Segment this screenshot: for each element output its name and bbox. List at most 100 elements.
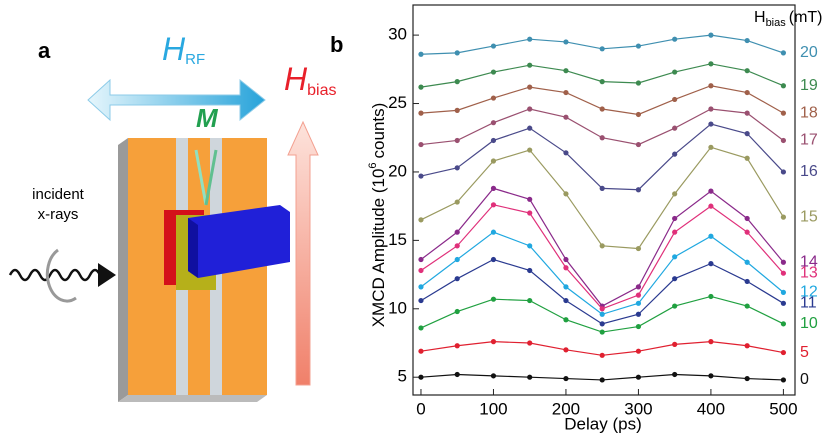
m-vector	[204, 149, 218, 206]
panel-label: b	[330, 32, 343, 57]
x-tick-label: 500	[769, 399, 797, 418]
data-point	[744, 68, 750, 74]
data-point	[708, 61, 714, 67]
data-point	[490, 120, 497, 126]
data-point	[708, 293, 714, 300]
polarization-arrow	[45, 248, 77, 303]
data-point	[672, 303, 678, 309]
legend-label: 17	[800, 132, 818, 149]
data-point	[599, 79, 605, 85]
data-point	[599, 352, 605, 358]
data-point	[454, 243, 460, 249]
diagram: a HRF M Hbias incident x-rays	[8, 31, 336, 402]
data-point	[599, 106, 605, 112]
legend-label: 11	[800, 295, 817, 312]
data-point	[672, 215, 678, 222]
data-point	[635, 80, 642, 86]
data-point	[635, 292, 642, 298]
data-point	[418, 267, 424, 274]
data-point	[418, 325, 424, 331]
data-point	[744, 110, 750, 116]
data-point	[527, 267, 533, 274]
data-point	[490, 229, 497, 235]
data-point	[780, 110, 787, 116]
data-point	[780, 83, 787, 89]
data-point	[527, 243, 533, 249]
x-tick-label: 300	[624, 399, 652, 418]
xray-arrowhead	[98, 263, 116, 287]
data-point	[635, 323, 642, 330]
data-point	[599, 329, 605, 335]
panel-label: a	[38, 38, 51, 63]
data-point	[563, 256, 569, 263]
data-point	[527, 297, 533, 304]
data-point	[527, 340, 533, 346]
data-point	[708, 233, 714, 239]
data-point	[490, 69, 497, 75]
data-point	[780, 214, 787, 220]
y-tick-label: 25	[388, 93, 407, 112]
data-point	[527, 147, 533, 153]
data-point	[599, 321, 605, 327]
data-point	[563, 150, 569, 156]
legend-label: 16	[800, 163, 818, 180]
data-point	[672, 371, 678, 378]
data-point	[490, 373, 497, 379]
data-point	[744, 131, 750, 137]
data-point	[454, 256, 460, 263]
y-tick-label: 10	[388, 298, 407, 317]
data-point	[527, 84, 533, 90]
data-point	[418, 217, 424, 223]
x-tick-label: 0	[416, 399, 425, 418]
legend-label: 18	[800, 104, 818, 121]
data-point	[418, 256, 424, 263]
data-point	[672, 151, 678, 157]
incident-label: incident	[32, 186, 85, 203]
data-point	[454, 50, 460, 56]
series-line	[420, 123, 784, 191]
bias-arrow	[287, 120, 319, 386]
data-point	[635, 141, 642, 148]
data-point	[744, 155, 750, 161]
data-point	[708, 203, 714, 209]
legend-title: Hbias (mT)	[754, 9, 823, 29]
data-point	[635, 111, 642, 118]
rf-arrow	[87, 78, 266, 122]
data-point	[599, 306, 605, 312]
data-point	[490, 95, 497, 101]
data-point	[708, 339, 714, 345]
legend-label: 5	[800, 344, 809, 361]
data-point	[454, 199, 460, 205]
slab-bottom	[118, 395, 267, 402]
data-point	[672, 125, 678, 131]
data-point	[708, 121, 714, 127]
data-point	[454, 107, 460, 113]
data-point	[418, 141, 424, 148]
data-point	[635, 348, 642, 354]
data-point	[527, 125, 533, 131]
legend-label: 13	[800, 264, 818, 281]
layer-blue-side	[188, 218, 198, 278]
data-point	[599, 135, 605, 141]
x-tick-label: 400	[697, 399, 725, 418]
data-point	[454, 371, 460, 378]
data-point	[708, 83, 714, 89]
data-point	[708, 144, 714, 150]
legend-label: 10	[800, 315, 818, 332]
m-label: M	[196, 103, 219, 133]
data-point	[672, 69, 678, 75]
x-axis-label: Delay (ps)	[564, 414, 641, 433]
data-point	[527, 106, 533, 112]
data-point	[418, 51, 424, 57]
data-point	[418, 84, 424, 90]
plot-frame	[412, 4, 796, 396]
data-point	[599, 311, 605, 317]
data-point	[635, 374, 642, 380]
legend-label: 15	[800, 208, 818, 225]
data-point	[780, 137, 787, 144]
data-point	[527, 62, 533, 68]
data-point	[527, 196, 533, 202]
data-point	[599, 46, 605, 52]
data-point	[490, 185, 497, 191]
y-tick-label: 30	[388, 25, 407, 44]
